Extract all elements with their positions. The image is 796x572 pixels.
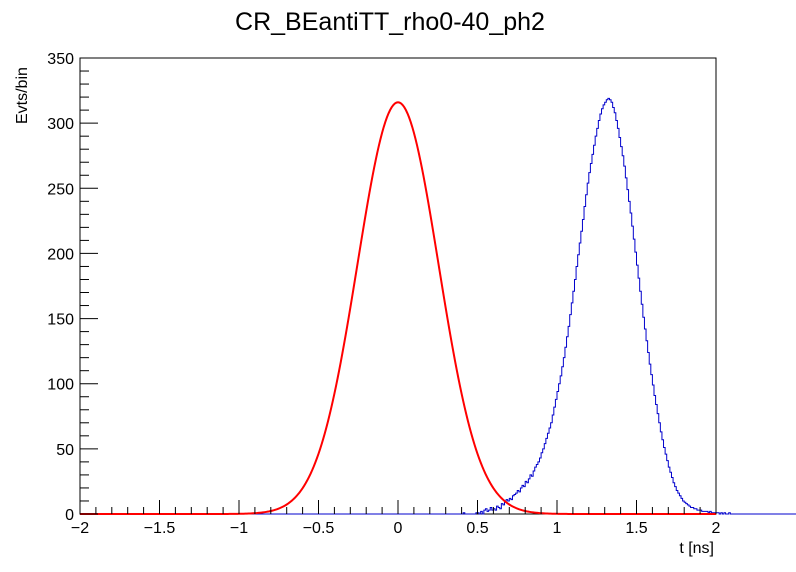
y-tick-label: 350 (47, 51, 74, 68)
x-tick-label: 0.5 (466, 520, 488, 537)
fit-layer (80, 101, 716, 515)
y-axis-label: Evts/bin (14, 67, 31, 124)
x-axis: −2 −1.5 −1 −0.5 0 0.5 1 1.5 2 (71, 500, 721, 537)
histogram-layer (80, 97, 796, 515)
x-tick-label: 1.5 (625, 520, 647, 537)
x-tick-label: 2 (712, 520, 721, 537)
y-tick-label: 200 (47, 246, 74, 263)
histogram-series (80, 97, 796, 515)
y-tick-label: 300 (47, 116, 74, 133)
y-tick-label: 150 (47, 312, 74, 329)
x-axis-label: t [ns] (679, 540, 714, 557)
y-axis: 0 50 100 150 200 250 300 350 (47, 51, 98, 524)
gaussian-fit-line (80, 101, 716, 515)
y-tick-label: 50 (56, 442, 74, 459)
x-tick-label: −0.5 (303, 520, 335, 537)
x-tick-label: 1 (553, 520, 562, 537)
x-tick-label: −2 (71, 520, 89, 537)
plot-frame (79, 57, 717, 515)
x-tick-label: −1.5 (144, 520, 176, 537)
chart-title: CR_BEantiTT_rho0-40_ph2 (235, 8, 545, 36)
y-tick-label: 250 (47, 181, 74, 198)
x-tick-label: −1 (230, 520, 248, 537)
y-tick-label: 100 (47, 377, 74, 394)
y-tick-label: 0 (65, 507, 74, 524)
x-tick-label: 0 (394, 520, 403, 537)
